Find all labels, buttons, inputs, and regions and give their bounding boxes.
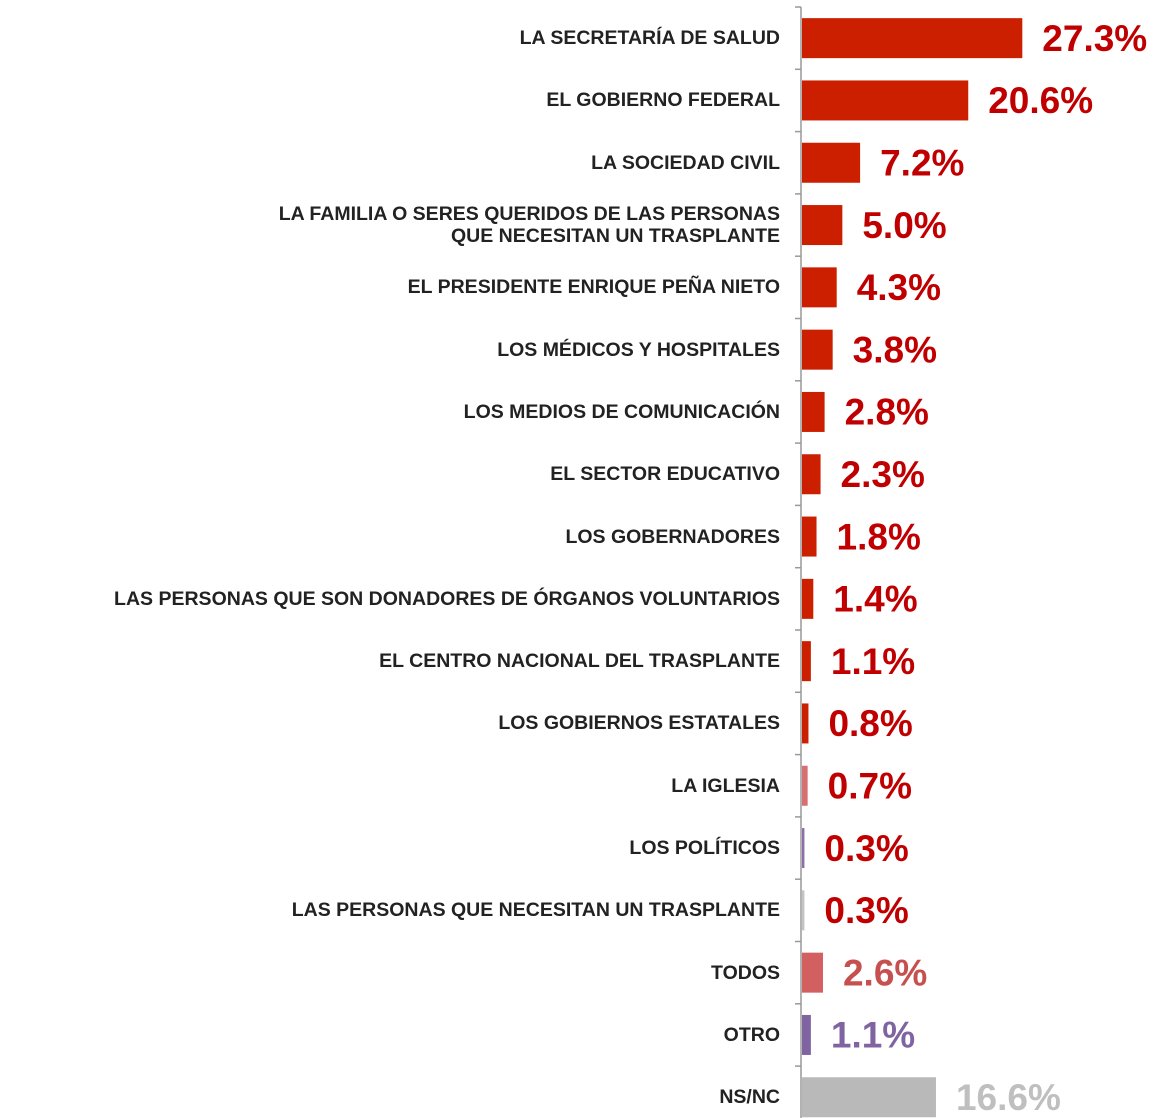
value-label: 1.4% — [833, 579, 917, 620]
category-label: TODOS — [711, 961, 780, 984]
category-label: OTRO — [723, 1023, 780, 1046]
bar — [802, 391, 825, 432]
bar — [802, 1014, 811, 1055]
category-label: LA FAMILIA O SERES QUERIDOS DE LAS PERSO… — [278, 203, 780, 248]
bar — [802, 703, 809, 744]
value-label: 2.3% — [841, 454, 925, 495]
category-label: LA SOCIEDAD CIVIL — [591, 151, 780, 174]
value-label: 5.0% — [862, 205, 946, 246]
value-label: 27.3% — [1042, 18, 1147, 59]
category-label: LAS PERSONAS QUE NECESITAN UN TRASPLANTE — [291, 899, 780, 922]
bar — [802, 18, 1023, 59]
value-label: 2.8% — [845, 392, 929, 433]
value-label: 0.7% — [828, 766, 912, 807]
category-label: EL CENTRO NACIONAL DEL TRASPLANTE — [379, 650, 780, 673]
bar — [802, 80, 969, 121]
category-label: LOS GOBERNADORES — [565, 525, 780, 548]
value-label: 0.3% — [824, 890, 908, 931]
category-label: LAS PERSONAS QUE SON DONADORES DE ÓRGANO… — [114, 587, 780, 610]
category-label: NS/NC — [719, 1086, 780, 1109]
bar — [802, 142, 861, 183]
value-label: 1.8% — [837, 516, 921, 557]
category-label: EL GOBIERNO FEDERAL — [546, 89, 780, 112]
bar — [802, 1077, 936, 1118]
bar — [802, 641, 811, 682]
category-label: LOS GOBIERNOS ESTATALES — [498, 712, 780, 735]
category-label: LA SECRETARÍA DE SALUD — [519, 27, 780, 50]
bar — [802, 890, 805, 931]
category-label: EL SECTOR EDUCATIVO — [550, 463, 780, 486]
bar — [802, 205, 843, 246]
value-label: 20.6% — [988, 80, 1093, 121]
category-label: LA IGLESIA — [671, 774, 780, 797]
category-label: EL PRESIDENTE ENRIQUE PEÑA NIETO — [407, 276, 780, 299]
bar — [802, 765, 808, 806]
bar — [802, 952, 823, 993]
value-label: 16.6% — [956, 1077, 1061, 1118]
bar — [802, 267, 837, 308]
category-label: LOS MEDIOS DE COMUNICACIÓN — [463, 400, 780, 423]
value-label: 7.2% — [880, 143, 964, 184]
bar — [802, 578, 814, 619]
value-label: 2.6% — [843, 952, 927, 993]
bar — [802, 329, 833, 370]
value-label: 1.1% — [831, 1015, 915, 1056]
value-label: 0.3% — [824, 828, 908, 869]
category-label: LOS MÉDICOS Y HOSPITALES — [497, 338, 780, 361]
value-label: 3.8% — [853, 329, 937, 370]
bar — [802, 454, 821, 495]
value-label: 1.1% — [831, 641, 915, 682]
value-label: 4.3% — [857, 267, 941, 308]
value-label: 0.8% — [828, 703, 912, 744]
bar — [802, 516, 817, 557]
bar — [802, 828, 805, 869]
category-label: LOS POLÍTICOS — [629, 837, 780, 860]
